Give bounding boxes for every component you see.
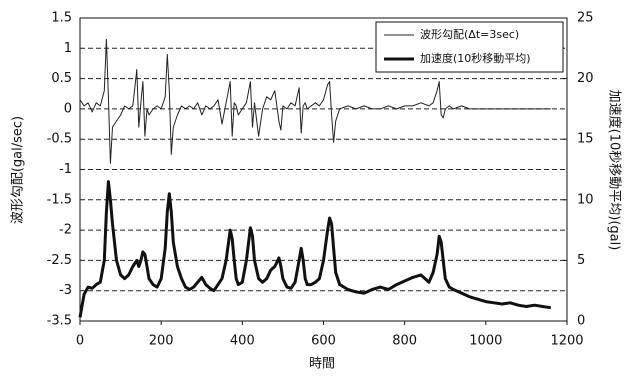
y-tick-label: -0.5 [47, 132, 72, 147]
y2-tick-label: 20 [577, 71, 594, 86]
y-tick-label: -3.5 [47, 314, 72, 329]
y2-tick-label: 15 [577, 132, 594, 147]
y-tick-label: 1.5 [51, 11, 72, 26]
x-tick-label: 200 [149, 334, 174, 349]
plot-frame [79, 17, 568, 322]
y2-tick-label: 5 [577, 253, 585, 268]
y2-axis-label: 加速度(10秒移動平均)(gal) [607, 90, 623, 251]
y-tick-label: -1 [59, 162, 72, 177]
legend-box [375, 21, 564, 73]
legend-label: 波形勾配(Δt=3sec) [420, 28, 519, 41]
y-tick-label: 0.5 [51, 71, 72, 86]
y2-tick-label: 0 [577, 314, 585, 329]
x-tick-label: 600 [311, 334, 336, 349]
x-tick-label: 1000 [469, 334, 502, 349]
y-tick-label: -3 [59, 283, 72, 298]
y2-tick-label: 10 [577, 192, 594, 207]
y2-tick-label: 25 [577, 11, 594, 26]
y-tick-label: -1.5 [47, 192, 72, 207]
y-tick-label: 0 [64, 101, 72, 116]
y-tick-label: -2 [59, 223, 72, 238]
series-line [78, 180, 552, 318]
x-tick-label: 1200 [550, 334, 583, 349]
x-tick-label: 800 [392, 334, 417, 349]
y-axis-label: 波形勾配(gal/sec) [11, 116, 26, 224]
x-axis-label: 時間 [309, 357, 335, 372]
y-tick-label: 1 [64, 41, 72, 56]
x-tick-label: 400 [230, 334, 255, 349]
legend-label: 加速度(10秒移動平均) [420, 51, 531, 65]
y-tick-label: -2.5 [47, 253, 72, 268]
x-tick-label: 0 [76, 334, 84, 349]
series-line [79, 38, 551, 164]
